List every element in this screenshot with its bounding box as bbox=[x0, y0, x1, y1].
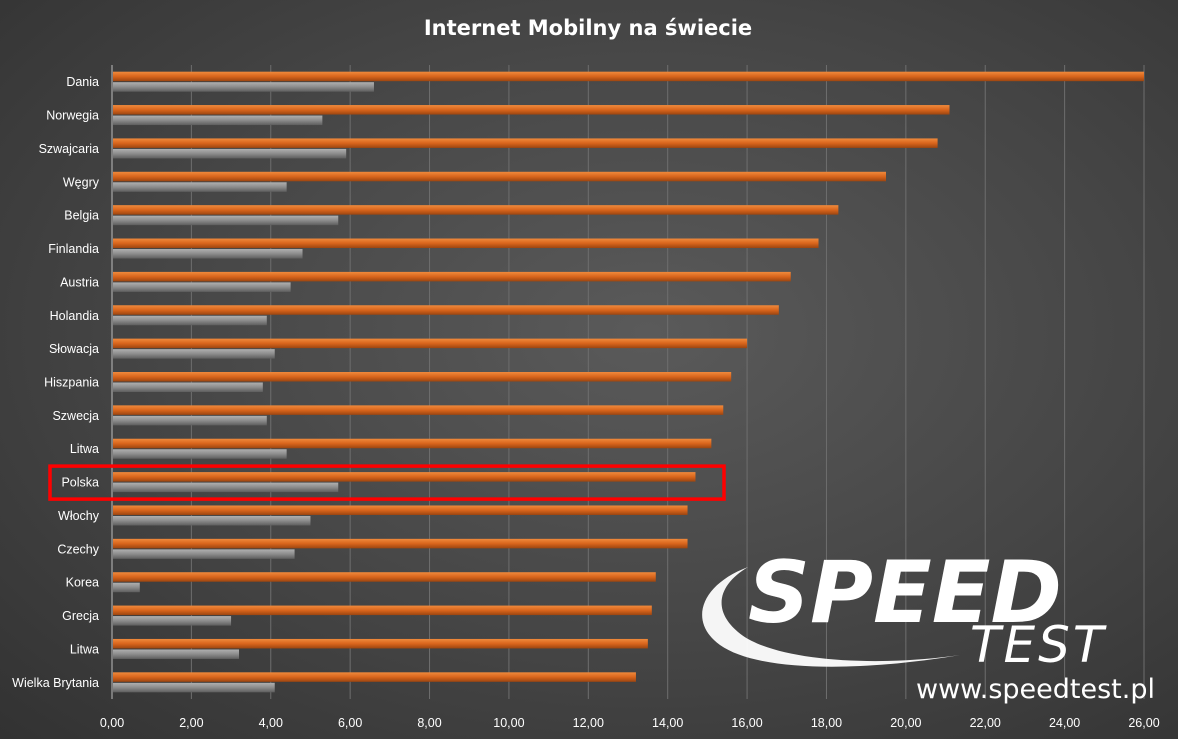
x-tick-label: 20,00 bbox=[890, 716, 921, 730]
bar-series-gray bbox=[113, 182, 287, 192]
bar-series-orange bbox=[113, 171, 886, 182]
x-tick-label: 24,00 bbox=[1049, 716, 1080, 730]
category-label: Szwajcaria bbox=[39, 142, 99, 156]
category-label: Czechy bbox=[57, 542, 99, 556]
logo-url-text: www.speedtest.pl bbox=[916, 674, 1155, 705]
category-label: Finlandia bbox=[48, 242, 99, 256]
category-label: Węgry bbox=[63, 175, 100, 189]
bar-series-orange bbox=[113, 538, 688, 549]
bar-series-gray bbox=[113, 115, 323, 126]
bar-series-gray bbox=[113, 249, 303, 259]
bar-series-orange bbox=[113, 405, 724, 415]
bar-series-orange bbox=[113, 271, 791, 282]
bar-series-orange bbox=[113, 438, 712, 449]
category-label: Litwa bbox=[70, 442, 99, 456]
x-tick-label: 6,00 bbox=[338, 716, 362, 730]
bar-series-orange bbox=[113, 672, 636, 682]
x-tick-label: 2,00 bbox=[179, 716, 203, 730]
chart-title: Internet Mobilny na świecie bbox=[424, 16, 752, 40]
bar-series-orange bbox=[113, 605, 652, 616]
bar-series-gray bbox=[113, 415, 267, 426]
bar-series-gray bbox=[113, 315, 267, 326]
bar-series-gray bbox=[113, 582, 140, 593]
bar-series-orange bbox=[113, 138, 938, 148]
category-label: Austria bbox=[60, 275, 99, 289]
gridlines bbox=[190, 65, 1145, 699]
bar-series-gray bbox=[113, 515, 311, 526]
x-tick-labels: 0,00 2,00 4,00 6,00 8,00 10,00 12,00 14,00 16,00… bbox=[100, 716, 1160, 730]
logo-swoosh bbox=[702, 567, 960, 667]
bar-series-gray bbox=[113, 682, 275, 693]
bar-series-gray bbox=[113, 482, 339, 493]
bar-series-orange bbox=[113, 71, 1144, 82]
category-label: Litwa bbox=[70, 642, 99, 656]
category-label: Korea bbox=[66, 576, 99, 590]
x-tick-label: 26,00 bbox=[1128, 716, 1159, 730]
bar-series-orange bbox=[113, 305, 779, 315]
bar-series-gray bbox=[113, 282, 291, 292]
category-label: Holandia bbox=[50, 309, 99, 323]
category-label: Szwecja bbox=[52, 409, 99, 423]
bar-series-orange bbox=[113, 472, 696, 482]
bar-series-gray bbox=[113, 349, 275, 359]
category-label: Norwegia bbox=[46, 109, 99, 123]
speedtest-logo: SPEED TEST www.speedtest.pl bbox=[702, 543, 1155, 705]
bar-series-gray bbox=[113, 382, 263, 392]
x-tick-label: 10,00 bbox=[493, 716, 524, 730]
logo-test-text: TEST bbox=[970, 616, 1107, 674]
category-label: Grecja bbox=[62, 609, 99, 623]
bar-series-gray bbox=[113, 449, 287, 459]
bar-series-orange bbox=[113, 205, 839, 215]
x-tick-label: 8,00 bbox=[417, 716, 441, 730]
x-tick-label: 18,00 bbox=[811, 716, 842, 730]
bar-series-gray bbox=[113, 148, 347, 159]
x-tick-label: 4,00 bbox=[259, 716, 283, 730]
bar-series-gray bbox=[113, 649, 240, 659]
category-label: Belgia bbox=[64, 209, 99, 223]
bar-series-orange bbox=[113, 338, 748, 349]
bar-series-gray bbox=[113, 82, 374, 92]
x-tick-label: 0,00 bbox=[100, 716, 124, 730]
category-labels: Dania Norwegia Szwajcaria Węgry Belgia Finlan… bbox=[12, 75, 100, 690]
bar-series-orange bbox=[113, 638, 648, 649]
bar-series-orange bbox=[113, 238, 819, 249]
category-label: Wielka Brytania bbox=[12, 676, 99, 690]
bar-series-orange bbox=[113, 105, 950, 115]
bar-series-gray bbox=[113, 549, 295, 559]
x-tick-label: 22,00 bbox=[970, 716, 1001, 730]
category-label: Włochy bbox=[58, 509, 100, 523]
logo-speed-text: SPEED bbox=[748, 543, 1062, 643]
category-label: Hiszpania bbox=[44, 376, 99, 390]
bar-series-orange bbox=[113, 572, 656, 582]
category-label: Słowacja bbox=[49, 342, 99, 356]
x-tick-label: 14,00 bbox=[652, 716, 683, 730]
bar-series-gray bbox=[113, 616, 232, 626]
bars bbox=[113, 71, 1144, 693]
category-label: Polska bbox=[61, 476, 99, 490]
bar-series-orange bbox=[113, 505, 688, 515]
x-tick-label: 16,00 bbox=[731, 716, 762, 730]
x-tick-label: 12,00 bbox=[573, 716, 604, 730]
bar-series-orange bbox=[113, 372, 732, 382]
bar-series-gray bbox=[113, 215, 339, 226]
category-label: Dania bbox=[66, 75, 99, 89]
highlight-box bbox=[48, 464, 726, 501]
